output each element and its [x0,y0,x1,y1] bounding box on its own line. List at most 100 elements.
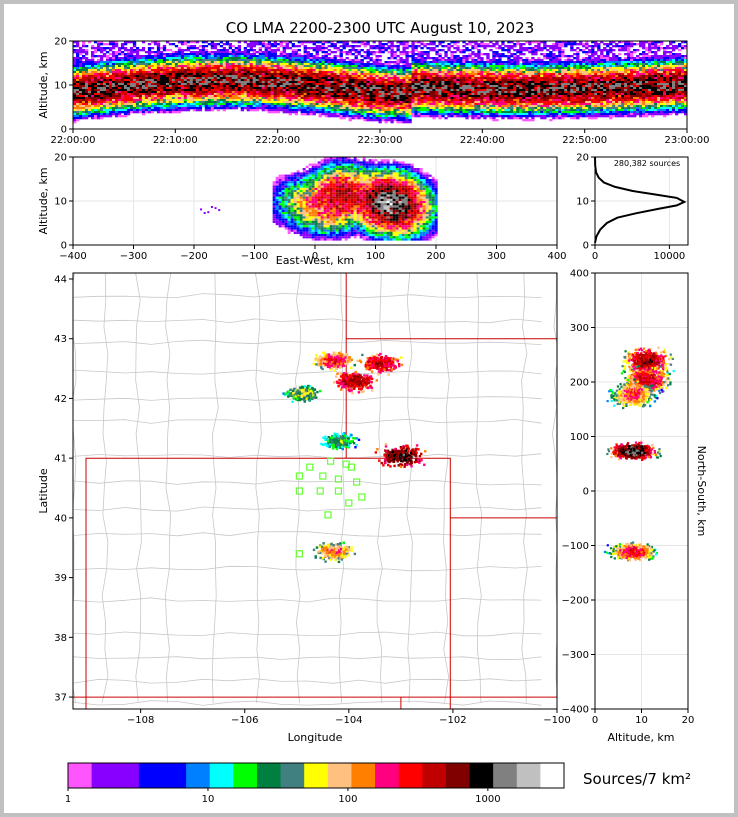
station-marker [295,550,303,558]
colorbar-tick-label: 1 [65,794,71,805]
time-height-panel: 22:00:00 22:10:00 22:20:00 22:30:00 22:40:00… [37,37,709,147]
north-south-y-tick-label: 400 [570,269,589,280]
colorbar-title: Sources/7 km² [583,770,691,788]
station-marker [316,487,324,495]
plan-view-x-tick-label: −108 [127,715,154,726]
north-south-y-tick-label: 100 [570,432,589,443]
station-marker [334,487,343,495]
state-borders [73,273,557,709]
time-height-x-tick-label: 22:20:00 [255,135,300,146]
north-south-y-tick-label: 0 [583,487,589,498]
county-borders [73,273,557,706]
colorbar-swatch [256,763,282,788]
colorbar-swatch [540,763,565,788]
altitude-north-south-panel: 0 10 20 −400 −300 −200 −100 0 100 200 300 400 Altit… [562,269,708,745]
plan-view-y-tick-label: 37 [54,693,67,704]
colorbar-swatch [186,763,211,788]
plan-view-y-tick-label: 41 [54,454,67,465]
station-marker [295,472,303,480]
east-west-x-tick-label: 400 [547,251,566,262]
east-west-x-tick-label: 100 [366,251,385,262]
time-height-x-tick-label: 22:50:00 [562,135,607,146]
station-marker [306,463,314,471]
north-south-y-tick-label: 300 [570,323,589,334]
east-west-ylabel: Altitude, km [37,167,50,234]
plan-view-x-tick-label: −100 [543,715,570,726]
east-west-x-tick-label: −400 [59,251,86,262]
histogram-y-tick-label: 10 [576,197,589,208]
colorbar-swatch [445,763,471,788]
time-height-ylabel: Altitude, km [37,51,50,118]
plan-view-y-tick-label: 38 [54,633,67,644]
north-south-x-tick-label: 20 [682,715,695,726]
east-west-y-tick-label: 10 [54,197,67,208]
time-height-density [73,41,687,124]
colorbar-swatch [91,763,116,788]
colorbar-swatches [68,763,565,788]
plan-view-frame [72,272,558,710]
histogram-ticks: 0 10000 0 10 20 [576,153,685,263]
plan-view-panel: −108 −106 −104 −102 −100 37 38 39 40 41 42 43 44 Lon… [37,272,571,744]
time-height-y-tick-label: 0 [61,125,67,136]
plan-view-ticks: −108 −106 −104 −102 −100 37 38 39 40 41 42 43 44 [54,274,570,726]
histogram-x-tick-label: 0 [592,251,598,262]
colorbar-swatch [422,763,447,788]
north-south-y-tick-label: −400 [562,705,589,716]
east-west-x-tick-label: 200 [426,251,445,262]
station-marker [295,487,303,495]
histogram-grid [595,157,688,245]
north-south-y-tick-label: −300 [562,650,589,661]
figure-frame: CO LMA 2200-2300 UTC August 10, 2023 22:… [4,4,734,813]
colorbar-swatch [493,763,518,788]
east-west-x-tick-label: −200 [180,251,207,262]
histogram-x-tick-label: 10000 [653,251,685,262]
station-marker [353,478,361,486]
east-west-y-tick-label: 0 [61,241,67,252]
time-height-y-tick-label: 10 [54,81,67,92]
east-west-x-tick-label: −300 [120,251,147,262]
colorbar-swatch [327,763,352,788]
east-west-x-tick-label: −100 [241,251,268,262]
colorbar-swatch [68,763,93,788]
colorbar-swatch [162,763,187,788]
east-west-xlabel: East-West, km [276,254,354,267]
colorbar-swatch [375,763,400,788]
colorbar-swatch [398,763,423,788]
plan-view-y-tick-label: 39 [54,573,67,584]
colorbar-swatch [233,763,258,788]
plan-view-density [282,351,427,564]
plan-view-y-tick-label: 44 [54,274,67,285]
colorbar-swatch [304,763,329,788]
station-marker [345,499,353,507]
colorbar-swatch [115,763,140,788]
north-south-grid [595,273,688,709]
east-west-x-tick-label: 0 [312,251,318,262]
colorbar-tick-label: 1000 [475,794,500,805]
north-south-density [603,346,675,562]
north-south-y-tick-label: 200 [570,378,589,389]
east-west-y-tick-label: 20 [54,153,67,164]
plan-view-xlabel: Longitude [288,731,343,744]
histogram-y-tick-label: 0 [583,241,589,252]
colorbar-swatch [209,763,234,788]
source-count: 280,382 sources [614,159,680,168]
colorbar-swatch [138,763,163,788]
histogram-y-tick-label: 20 [576,153,589,164]
colorbar-swatch [280,763,305,788]
colorbar-frame [67,762,565,789]
colorbar-tick-label: 100 [338,794,357,805]
plan-view-x-tick-label: −102 [439,715,466,726]
lma-stations [295,457,366,558]
plan-view-x-tick-label: −106 [231,715,258,726]
histogram-line [594,156,687,244]
colorbar: 1 10 100 1000 Sources/7 km² [65,762,691,805]
time-height-x-tick-label: 23:00:00 [665,135,710,146]
time-height-x-tick-label: 22:40:00 [460,135,505,146]
altitude-histogram-panel: 0 10000 0 10 20 280,382 sources [576,153,689,263]
time-height-x-tick-label: 22:10:00 [153,135,198,146]
north-south-x-tick-label: 10 [635,715,648,726]
time-height-x-tick-label: 22:30:00 [358,135,403,146]
colorbar-ticks: 1 10 100 1000 [65,788,501,805]
